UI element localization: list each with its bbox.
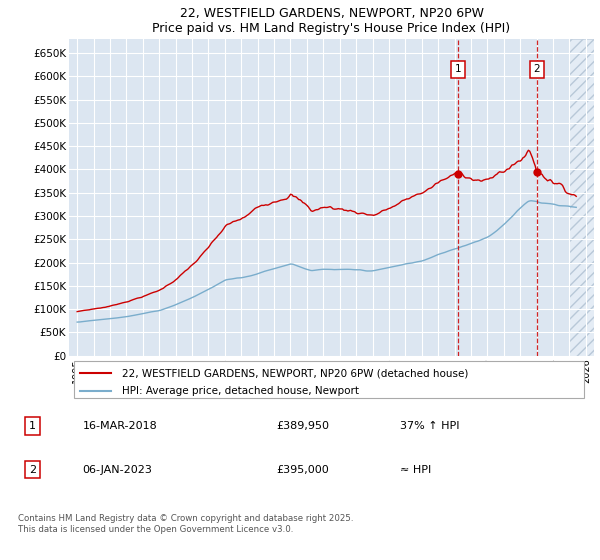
Bar (569, 39, 594, 356)
Bar (569, 39, 594, 356)
Text: 37% ↑ HPI: 37% ↑ HPI (400, 421, 460, 431)
Text: 2: 2 (533, 64, 540, 74)
Text: 16-MAR-2018: 16-MAR-2018 (82, 421, 157, 431)
FancyBboxPatch shape (74, 361, 583, 398)
Text: 06-JAN-2023: 06-JAN-2023 (82, 464, 152, 474)
Text: £389,950: £389,950 (277, 421, 329, 431)
Text: Contains HM Land Registry data © Crown copyright and database right 2025.
This d: Contains HM Land Registry data © Crown c… (18, 514, 353, 534)
Text: 1: 1 (29, 421, 36, 431)
Title: 22, WESTFIELD GARDENS, NEWPORT, NP20 6PW
Price paid vs. HM Land Registry's House: 22, WESTFIELD GARDENS, NEWPORT, NP20 6PW… (152, 7, 511, 35)
Text: 22, WESTFIELD GARDENS, NEWPORT, NP20 6PW (detached house): 22, WESTFIELD GARDENS, NEWPORT, NP20 6PW… (121, 368, 468, 378)
Text: HPI: Average price, detached house, Newport: HPI: Average price, detached house, Newp… (121, 386, 359, 396)
Text: 1: 1 (455, 64, 461, 74)
Text: ≈ HPI: ≈ HPI (400, 464, 431, 474)
Text: 2: 2 (29, 464, 36, 474)
Text: £395,000: £395,000 (277, 464, 329, 474)
